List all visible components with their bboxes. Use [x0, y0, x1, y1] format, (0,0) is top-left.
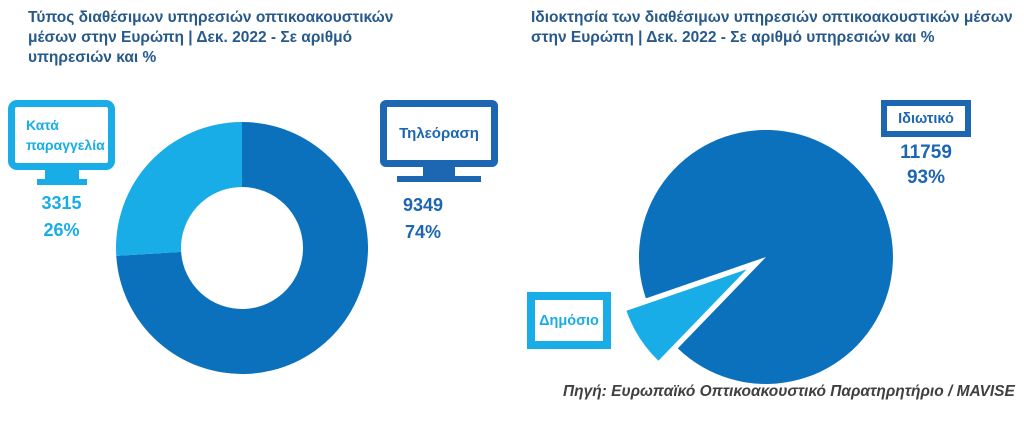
source-note: Πηγή: Ευρωπαϊκό Οπτικοακουστικό Παρατηρη… [563, 383, 1015, 400]
private-value: 11759 [900, 142, 952, 163]
private-label-box: Ιδιωτικό [881, 100, 971, 137]
pie-chart-svg [626, 129, 893, 384]
donut-chart-svg [116, 122, 369, 374]
ondemand-tv-icon: Κατά παραγγελία [8, 100, 115, 185]
tv-screen-shape: Τηλεόραση [380, 100, 498, 167]
television-label: Τηλεόραση [399, 125, 479, 142]
right-chart-title: Ιδιοκτησία των διαθέσιμων υπηρεσιών οπτι… [531, 9, 1013, 46]
television-values: 9349 74% [386, 192, 460, 246]
pie-segment-private [638, 129, 893, 384]
donut-segment-television [116, 122, 369, 374]
tv-stand-base [36, 179, 87, 185]
ondemand-percent: 26% [43, 220, 80, 240]
television-value: 9349 [402, 195, 444, 215]
tv-stand-base [397, 176, 481, 182]
pie-segment-public-exploded [626, 269, 747, 361]
ondemand-value: 3315 [41, 193, 82, 213]
tv-stand-stem [423, 167, 455, 176]
private-values: 11759 93% [876, 140, 976, 190]
donut-segment-ondemand [116, 122, 242, 256]
ondemand-label: Κατά παραγγελία [26, 117, 105, 153]
public-label-box: Δημόσιο [527, 292, 611, 349]
tv-screen-shape: Κατά παραγγελία [8, 100, 115, 170]
ondemand-values: 3315 26% [8, 190, 115, 244]
television-tv-icon: Τηλεόραση [380, 100, 498, 182]
private-percent: 93% [906, 167, 946, 188]
public-label: Δημόσιο [539, 312, 599, 329]
left-chart-title: Τύπος διαθέσιμων υπηρεσιών οπτικοακουστι… [28, 9, 394, 66]
television-percent: 74% [404, 222, 442, 242]
tv-stand-stem [44, 170, 79, 179]
private-label: Ιδιωτικό [898, 110, 954, 127]
